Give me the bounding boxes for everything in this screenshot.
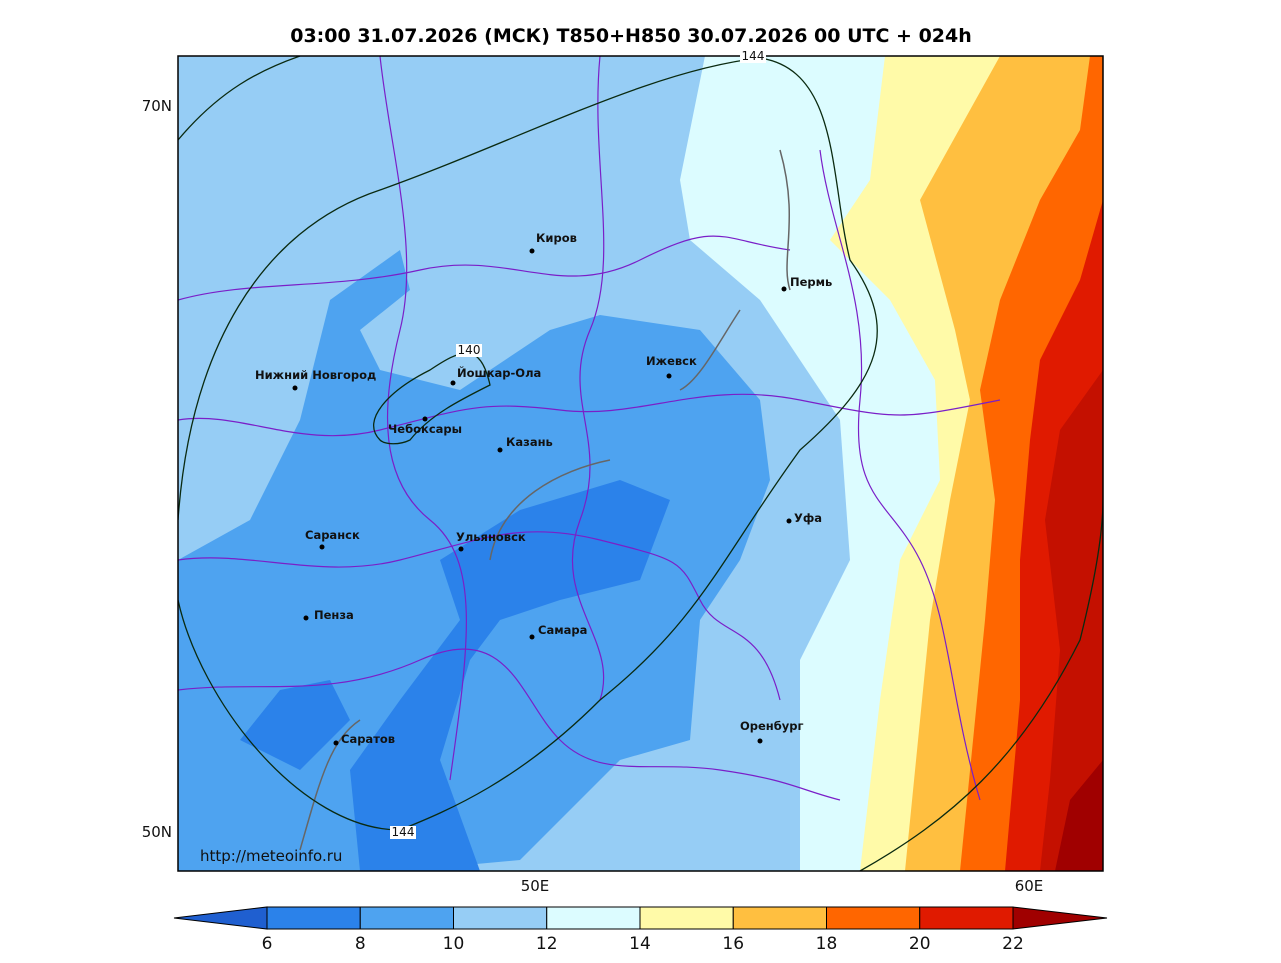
city-dot (292, 385, 298, 391)
colorbar-tick-label: 10 (443, 934, 465, 954)
city-dot (529, 634, 535, 640)
city-dot (666, 373, 672, 379)
city-dot (450, 380, 456, 386)
colorbar-extend-high (1012, 906, 1108, 930)
contour-label: 144 (742, 49, 765, 63)
colorbar-segment (546, 906, 641, 930)
map-frame (177, 55, 1104, 872)
lat-label: 70N (142, 97, 172, 115)
colorbar-tick-label: 14 (629, 934, 651, 954)
city-label: Саратов (341, 732, 395, 746)
colorbar-segment (359, 906, 454, 930)
lon-label: 50E (521, 877, 550, 895)
city-label: Нижний Новгород (255, 368, 376, 382)
colorbar-segment (639, 906, 734, 930)
city-dot (458, 546, 464, 552)
city-label: Оренбург (740, 719, 804, 733)
contour-label-bg (740, 50, 766, 63)
colorbar-segment (266, 906, 361, 930)
colorbar-extend-low (173, 906, 268, 930)
title: 03:00 31.07.2026 (МСК) T850+H850 30.07.2… (290, 25, 972, 47)
city-dot (319, 544, 325, 550)
lon-label: 60E (1015, 877, 1044, 895)
city-label: Ижевск (646, 354, 697, 368)
city-label: Пенза (314, 608, 354, 622)
city-dot (497, 447, 503, 453)
city-label: Ульяновск (456, 530, 526, 544)
city-label: Уфа (794, 511, 822, 525)
contour-label-bg (456, 344, 482, 357)
colorbar-segment (453, 906, 548, 930)
city-label: Самара (538, 623, 587, 637)
colorbar-tick-label: 12 (536, 934, 558, 954)
city-label: Казань (506, 435, 553, 449)
map-area (178, 56, 1103, 871)
contour-label: 140 (458, 343, 481, 357)
city-dot (781, 286, 787, 292)
colorbar-tick-label: 20 (909, 934, 931, 954)
city-dot (757, 738, 763, 744)
colorbar-tick-label: 16 (722, 934, 744, 954)
contour-label: 144 (392, 825, 415, 839)
contour-label-bg (390, 826, 416, 839)
colorbar-segment (919, 906, 1014, 930)
city-dot (529, 248, 535, 254)
city-label: Киров (536, 231, 577, 245)
city-dot (303, 615, 309, 621)
colorbar-tick-label: 18 (816, 934, 838, 954)
colorbar-segment (826, 906, 921, 930)
source-url: http://meteoinfo.ru (200, 847, 342, 865)
city-label: Саранск (305, 528, 360, 542)
colorbar-segment (732, 906, 827, 930)
colorbar-tick-label: 8 (355, 934, 366, 954)
city-label: Чебоксары (388, 422, 462, 436)
city-label: Пермь (790, 275, 832, 289)
city-dot (422, 416, 428, 422)
colorbar-tick-label: 6 (262, 934, 273, 954)
colorbar-tick-label: 22 (1002, 934, 1024, 954)
city-dot (786, 518, 792, 524)
lat-label: 50N (142, 823, 172, 841)
city-label: Йошкар-Ола (457, 365, 541, 380)
city-dot (333, 740, 339, 746)
